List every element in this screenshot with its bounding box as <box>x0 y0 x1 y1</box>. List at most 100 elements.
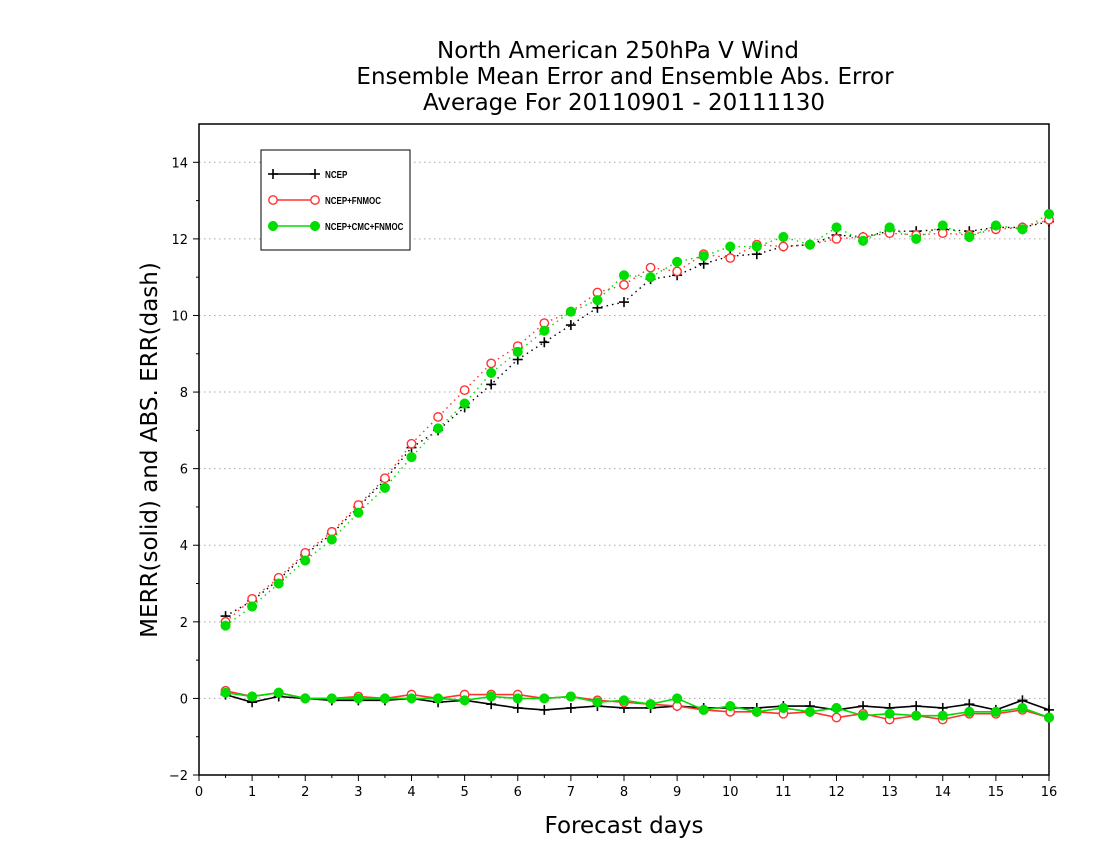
series-ncep-cmc-fnmoc-abs-err-point <box>751 241 762 252</box>
series-ncep-cmc-fnmoc-mean-err-point <box>486 691 497 702</box>
series-ncep-cmc-fnmoc-abs-err-point <box>884 222 895 233</box>
series-ncep-cmc-fnmoc-mean-err-point <box>247 691 258 702</box>
series-ncep-cmc-fnmoc-abs-err-point <box>433 423 444 434</box>
x-tick-label: 11 <box>775 785 792 800</box>
series-ncep-fnmoc-mean-err-point <box>831 712 842 723</box>
series-ncep-fnmoc-abs-err-point <box>486 358 497 369</box>
series-ncep-cmc-fnmoc-mean-err-point <box>804 706 815 717</box>
series-ncep-cmc-fnmoc-mean-err-point <box>565 691 576 702</box>
series-ncep-cmc-fnmoc-mean-err-point <box>539 693 550 704</box>
series-ncep-fnmoc-abs-err-point <box>459 385 470 396</box>
legend-label-ncep: NCEP <box>325 170 348 181</box>
y-tick-label: 4 <box>180 539 188 554</box>
series-ncep-cmc-fnmoc-abs-err-point <box>512 346 523 357</box>
series-ncep-cmc-fnmoc-mean-err-point <box>725 701 736 712</box>
x-tick-label: 2 <box>301 785 309 800</box>
title-line-3: Average For 20110901 - 20111130 <box>423 90 825 116</box>
y-tick-label: −2 <box>169 769 188 784</box>
y-tick-label: 2 <box>180 616 188 631</box>
series-ncep-cmc-fnmoc-abs-err-point <box>937 220 948 231</box>
series-ncep-cmc-fnmoc-abs-err-point <box>911 233 922 244</box>
series-ncep-abs-err-point <box>486 379 497 390</box>
series-ncep-mean-err-point <box>512 702 523 713</box>
series-ncep-cmc-fnmoc-abs-err-point <box>486 367 497 378</box>
x-tick-label: 15 <box>988 785 1005 800</box>
series-ncep-cmc-fnmoc-mean-err-point <box>911 710 922 721</box>
series-ncep-fnmoc-abs-err-point <box>406 438 417 449</box>
series-ncep-mean-err-point <box>565 702 576 713</box>
y-tick-label: 6 <box>180 463 188 478</box>
x-tick-label: 13 <box>881 785 898 800</box>
series-ncep-cmc-fnmoc-abs-err-point <box>1043 208 1055 220</box>
legend-marker-ncep-cmc-fnmoc-left <box>267 220 279 232</box>
series-ncep-cmc-fnmoc-abs-err-point <box>406 452 417 463</box>
series-ncep-cmc-fnmoc-abs-err-point <box>964 231 975 243</box>
y-tick-label: 8 <box>180 386 188 401</box>
series-ncep-cmc-fnmoc-abs-err-point <box>831 222 842 233</box>
series-ncep-cmc-fnmoc-mean-err-point <box>406 693 417 704</box>
y-tick-label: 14 <box>171 156 188 171</box>
series-ncep-cmc-fnmoc-abs-err-point <box>1017 224 1028 235</box>
x-tick-label: 16 <box>1041 785 1058 800</box>
series-ncep-cmc-fnmoc-abs-err-point <box>379 482 390 493</box>
series-ncep-abs-err-point <box>539 337 550 348</box>
series-ncep-cmc-fnmoc-mean-err-point <box>672 693 683 704</box>
series-ncep-cmc-fnmoc-mean-err-point <box>353 693 364 704</box>
legend-label-ncep-fnmoc: NCEP+FNMOC <box>325 196 381 207</box>
x-tick-label: 10 <box>722 785 739 800</box>
x-tick-label: 6 <box>514 785 522 800</box>
series-ncep-cmc-fnmoc-abs-err-point <box>273 578 284 589</box>
legend-marker-ncep-left <box>268 169 278 179</box>
series-ncep-cmc-fnmoc-abs-err-point <box>618 270 630 281</box>
legend-marker-ncep-cmc-fnmoc-right <box>309 220 321 232</box>
series-ncep-cmc-fnmoc-abs-err-point <box>858 235 869 246</box>
series-ncep-cmc-fnmoc-mean-err-point <box>326 693 337 704</box>
series-layer <box>220 208 1055 725</box>
series-ncep-cmc-fnmoc-mean-err-point <box>990 706 1001 717</box>
series-ncep-mean-err-point <box>911 701 922 712</box>
series-ncep-cmc-fnmoc-mean-err-point <box>778 702 789 714</box>
x-tick-label: 3 <box>354 785 362 800</box>
series-ncep-cmc-fnmoc-mean-err-point <box>645 699 656 710</box>
x-tick-label: 0 <box>195 785 203 800</box>
series-ncep-cmc-fnmoc-abs-err-point <box>220 620 231 631</box>
x-tick-label: 14 <box>934 785 951 800</box>
series-ncep-fnmoc-abs-err-point <box>380 473 390 484</box>
series-ncep-fnmoc-abs-err-point <box>778 241 789 252</box>
legend: NCEP NCEP+FNMOC NCEP+CMC+FNMOC <box>260 149 411 251</box>
legend-marker-ncep-fnmoc-right <box>310 195 320 205</box>
series-ncep-cmc-fnmoc-mean-err-point <box>964 706 975 717</box>
series-ncep-cmc-fnmoc-mean-err-point <box>698 704 709 715</box>
title-line-1: North American 250hPa V Wind <box>437 38 799 64</box>
legend-label-ncep-cmc-fnmoc: NCEP+CMC+FNMOC <box>325 222 403 233</box>
series-ncep-fnmoc-abs-err-point <box>672 266 683 277</box>
x-tick-label: 7 <box>567 785 575 800</box>
y-tick-label: 10 <box>171 309 188 324</box>
series-ncep-cmc-fnmoc-abs-err-point <box>990 220 1001 231</box>
y-tick-label: 12 <box>171 233 188 248</box>
x-tick-label: 4 <box>407 785 415 800</box>
series-ncep-fnmoc-abs-err-point <box>725 253 736 263</box>
series-ncep-fnmoc-abs-err-point <box>433 412 443 422</box>
series-ncep-cmc-fnmoc-mean-err-point <box>300 693 311 704</box>
series-ncep-abs-err-point <box>565 320 576 331</box>
legend-box <box>260 149 411 251</box>
series-ncep-cmc-fnmoc-abs-err-point <box>326 534 337 545</box>
x-tick-label: 9 <box>673 785 681 800</box>
series-ncep-cmc-fnmoc-abs-err-point <box>804 239 815 250</box>
series-ncep-cmc-fnmoc-mean-err-point <box>858 710 869 721</box>
series-ncep-cmc-fnmoc-abs-err-point <box>247 601 258 612</box>
x-tick-label: 5 <box>460 785 468 800</box>
series-ncep-cmc-fnmoc-abs-err-point <box>778 231 789 243</box>
legend-marker-ncep-right <box>310 169 320 179</box>
legend-marker-ncep-fnmoc-left <box>268 195 278 205</box>
y-axis-label: MERR(solid) and ABS. ERR(dash) <box>137 262 163 638</box>
series-ncep-cmc-fnmoc-mean-err-point <box>937 710 948 721</box>
series-ncep-cmc-fnmoc-mean-err-point <box>751 706 762 717</box>
series-ncep-fnmoc-abs-err-point <box>645 262 656 273</box>
series-ncep-cmc-fnmoc-mean-err-point <box>379 693 390 704</box>
series-ncep-cmc-fnmoc-mean-err-point <box>1043 712 1055 723</box>
series-ncep-cmc-fnmoc-abs-err-point <box>459 398 470 409</box>
